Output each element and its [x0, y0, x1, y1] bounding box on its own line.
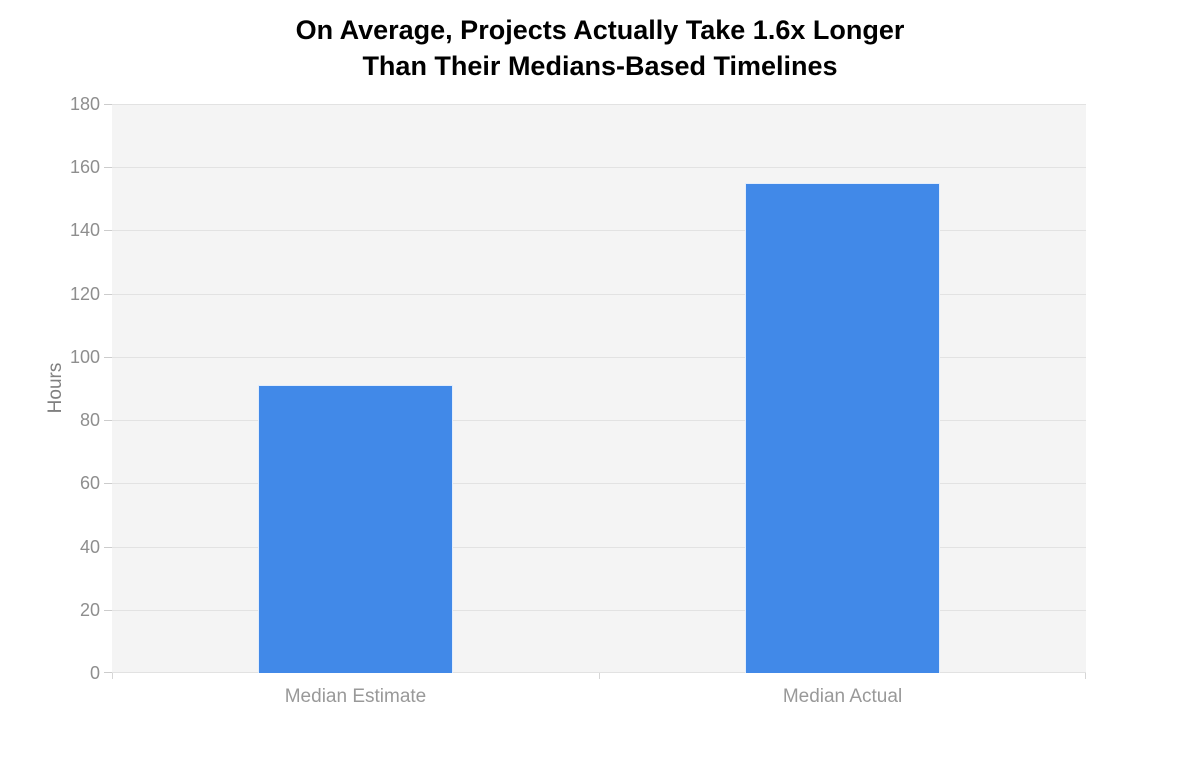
gridline-y-40: [112, 546, 1086, 548]
y-axis-label-60: 60: [79, 473, 100, 494]
y-axis-label-100: 100: [69, 346, 100, 367]
y-tick-0: [104, 672, 112, 673]
gridline-y-60: [112, 483, 1086, 485]
y-tick-60: [104, 483, 112, 485]
gridline-y-120: [112, 293, 1086, 295]
y-tick-100: [104, 356, 112, 358]
gridline-y-160: [112, 167, 1086, 169]
y-tick-20: [104, 609, 112, 611]
y-axis-label-180: 180: [69, 94, 100, 114]
y-tick-120: [104, 293, 112, 295]
y-axis-label-20: 20: [79, 599, 100, 620]
x-axis-tick-1: [599, 673, 600, 679]
gridline-y-20: [112, 609, 1086, 611]
y-axis-title: Hours: [45, 362, 66, 414]
gridline-y-180: [112, 104, 1086, 105]
y-axis-label-140: 140: [69, 220, 100, 241]
y-axis-label-80: 80: [79, 410, 100, 431]
x-axis-tick-0: [112, 673, 113, 679]
x-axis-label-median-estimate: Median Estimate: [284, 686, 427, 707]
y-tick-180: [104, 104, 112, 105]
y-tick-140: [104, 230, 112, 232]
y-axis-label-0: 0: [89, 663, 100, 683]
y-tick-160: [104, 167, 112, 169]
y-axis-label-40: 40: [79, 536, 100, 557]
gridline-y-0: [112, 672, 1086, 673]
y-axis-label-120: 120: [69, 283, 100, 304]
y-axis-label-160: 160: [69, 157, 100, 178]
gridline-y-80: [112, 420, 1086, 422]
bar-median-actual: [745, 183, 940, 673]
chart-title: On Average, Projects Actually Take 1.6x …: [0, 12, 1200, 84]
plot-area: [104, 104, 1086, 679]
x-axis-tick-2: [1085, 673, 1086, 679]
bar-median-estimate: [258, 385, 453, 673]
x-axis-label-median-actual: Median Actual: [782, 686, 903, 707]
gridline-y-100: [112, 356, 1086, 358]
y-tick-80: [104, 420, 112, 422]
chart-title-line-2: Than Their Medians-Based Timelines: [362, 51, 838, 81]
y-tick-40: [104, 546, 112, 548]
chart-title-line-1: On Average, Projects Actually Take 1.6x …: [295, 15, 905, 45]
gridline-y-140: [112, 230, 1086, 232]
